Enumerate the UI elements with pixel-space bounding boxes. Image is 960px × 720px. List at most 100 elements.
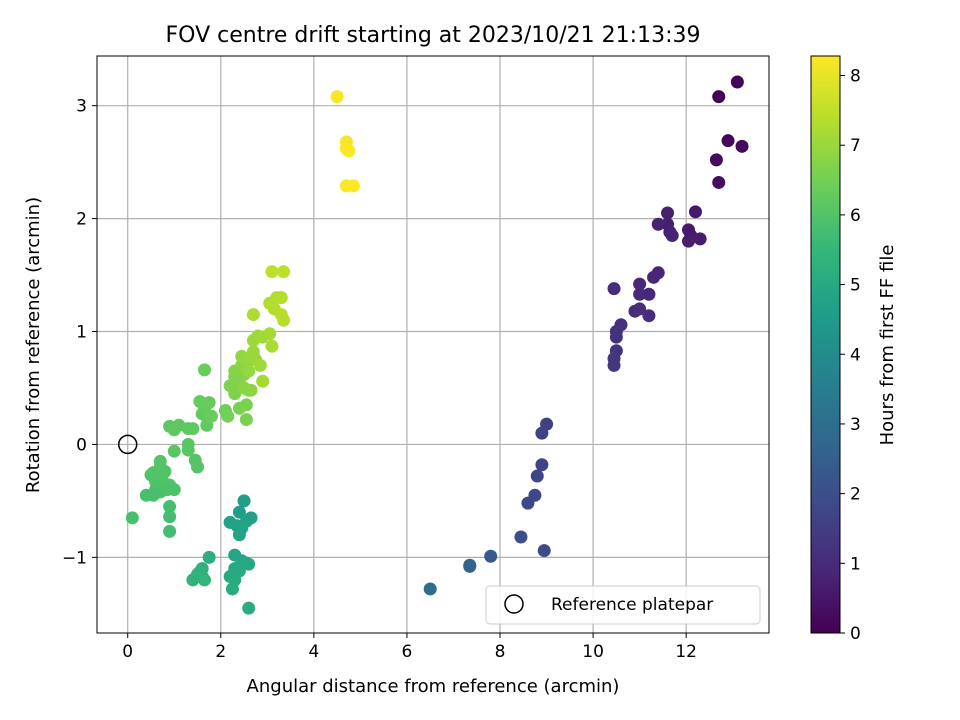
y-tick-label: −1 [62, 548, 87, 568]
data-point [232, 528, 246, 542]
data-point [167, 444, 181, 458]
x-axis-label: Angular distance from reference (arcmin) [247, 676, 620, 697]
data-point [607, 282, 621, 296]
data-point [221, 409, 235, 423]
data-point [342, 144, 356, 158]
legend-reference-marker-icon [504, 594, 524, 614]
data-point [642, 287, 656, 301]
x-tick-label: 6 [402, 642, 413, 662]
data-point [346, 179, 360, 193]
data-point [661, 206, 675, 220]
colorbar-ticks: 0 1 2 3 4 5 6 7 8 [840, 67, 861, 644]
x-tick-label: 4 [308, 642, 319, 662]
data-point [239, 413, 253, 427]
colorbar-tick-label: 4 [850, 345, 861, 365]
colorbar-tick-label: 7 [850, 136, 861, 156]
data-point [153, 454, 167, 468]
chart-title: FOV centre drift starting at 2023/10/21 … [166, 23, 701, 48]
data-point [730, 75, 744, 89]
y-tick-label: 2 [76, 210, 87, 230]
data-point [693, 232, 707, 246]
data-point [246, 345, 260, 359]
data-point [712, 90, 726, 104]
data-point [246, 308, 260, 322]
x-tick-label: 0 [122, 642, 133, 662]
data-point [514, 530, 528, 544]
y-tick-label: 3 [76, 97, 87, 117]
legend-entry-reference-platepar: Reference platepar [551, 595, 713, 615]
data-point [244, 383, 258, 397]
colorbar-tick-label: 5 [850, 276, 861, 296]
data-point [204, 409, 218, 423]
y-tick-label: 0 [76, 435, 87, 455]
data-point [163, 524, 177, 538]
x-tick-label: 8 [495, 642, 506, 662]
data-point [651, 217, 665, 231]
data-point [463, 559, 477, 573]
data-point [237, 494, 251, 508]
data-point [125, 511, 139, 525]
plot-frame [96, 55, 770, 634]
y-tick-label: 1 [76, 323, 87, 343]
data-point [665, 229, 679, 243]
data-point [239, 398, 253, 412]
data-point [202, 550, 216, 564]
data-point [688, 205, 702, 219]
data-point [633, 277, 647, 291]
data-point [721, 134, 735, 148]
data-point [484, 549, 498, 563]
data-point [609, 330, 623, 344]
data-point [242, 557, 256, 571]
colorbar-tick-label: 8 [850, 67, 861, 87]
data-point [735, 139, 749, 153]
data-point [181, 422, 195, 436]
colorbar-tick-label: 2 [850, 485, 861, 505]
data-point [163, 510, 177, 524]
y-axis-ticks: −1 0 1 2 3 [62, 97, 97, 568]
x-tick-label: 2 [215, 642, 226, 662]
data-point [163, 500, 177, 514]
data-points [125, 75, 749, 615]
reference-platepar-marker [117, 434, 138, 455]
data-point [647, 270, 661, 284]
data-point [188, 453, 202, 467]
data-point [167, 423, 181, 437]
data-point [712, 175, 726, 189]
data-point [277, 265, 291, 279]
x-axis-ticks: 0 2 4 6 8 10 12 [122, 633, 697, 662]
data-point [242, 364, 256, 378]
data-point [274, 291, 288, 305]
colorbar-tick-label: 6 [850, 206, 861, 226]
colorbar-tick-label: 1 [850, 554, 861, 574]
data-point [232, 505, 246, 519]
data-point [198, 363, 212, 377]
x-tick-label: 12 [675, 642, 697, 662]
data-point [181, 437, 195, 451]
data-point [186, 573, 200, 587]
data-point [263, 327, 277, 341]
data-point [225, 582, 239, 596]
data-point [253, 358, 267, 372]
data-point [256, 374, 270, 388]
data-point [198, 573, 212, 587]
data-point [537, 544, 551, 558]
data-point [530, 469, 544, 483]
legend: Reference platepar [485, 585, 761, 625]
data-point [423, 582, 437, 596]
data-point [330, 90, 344, 104]
data-point [633, 302, 647, 316]
data-point [642, 309, 656, 323]
colorbar [810, 55, 841, 634]
data-point [265, 339, 279, 353]
colorbar-tick-label: 3 [850, 415, 861, 435]
legend-box [485, 585, 761, 625]
data-point [202, 396, 216, 410]
y-axis-label: Rotation from reference (arcmin) [23, 197, 44, 493]
data-point [607, 358, 621, 372]
data-point [633, 287, 647, 301]
data-point [535, 458, 549, 472]
colorbar-tick-label: 0 [850, 624, 861, 644]
data-point [681, 234, 695, 248]
